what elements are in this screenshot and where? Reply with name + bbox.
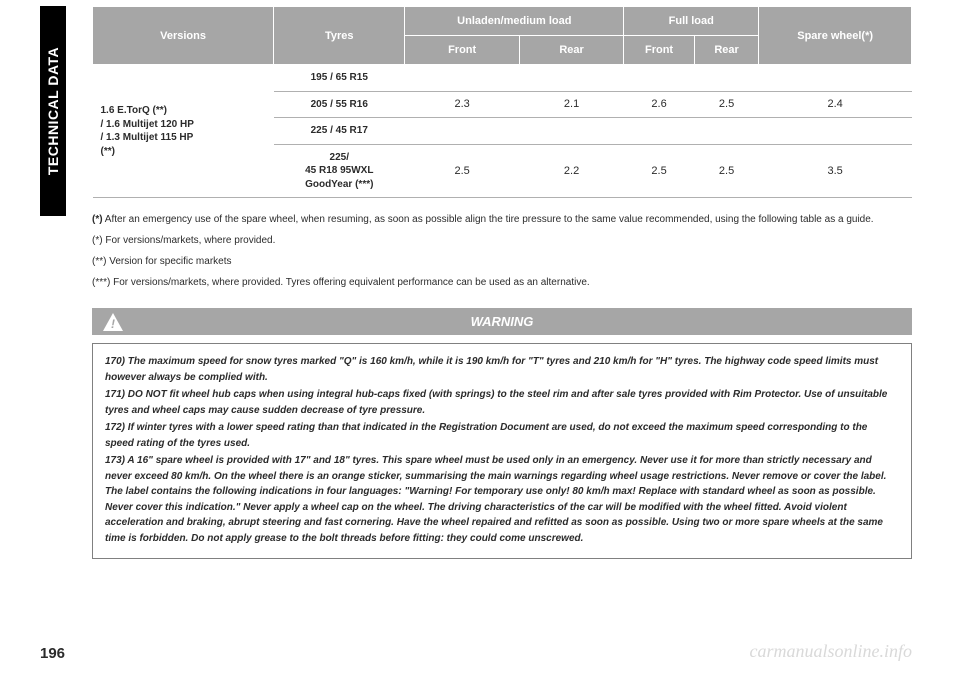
value-cell: 3.5 [759, 144, 912, 198]
value-cell: 2.6 [624, 91, 695, 118]
th-tyres: Tyres [274, 7, 405, 65]
tyre-cell: 225 / 45 R17 [274, 118, 405, 145]
page-content: Versions Tyres Unladen/medium load Full … [92, 6, 912, 559]
note-4: (***) For versions/markets, where provid… [92, 275, 912, 290]
th-full: Full load [624, 7, 759, 36]
table-row: 1.6 E.TorQ (**)/ 1.6 Multijet 120 HP/ 1.… [93, 65, 912, 92]
value-cell [519, 118, 623, 145]
value-cell [694, 118, 758, 145]
value-cell [519, 65, 623, 92]
th-versions: Versions [93, 7, 274, 65]
value-cell: 2.5 [405, 144, 519, 198]
value-cell [694, 65, 758, 92]
note-1: (*) After an emergency use of the spare … [92, 212, 912, 227]
th-full-front: Front [624, 36, 695, 65]
value-cell [624, 118, 695, 145]
page-number: 196 [40, 645, 65, 662]
warning-body: 170) The maximum speed for snow tyres ma… [92, 343, 912, 559]
side-tab: TECHNICAL DATA [40, 6, 66, 216]
value-cell: 2.5 [694, 144, 758, 198]
value-cell [405, 65, 519, 92]
tyre-cell: 225/45 R18 95WXLGoodYear (***) [274, 144, 405, 198]
value-cell: 2.4 [759, 91, 912, 118]
warning-title: WARNING [471, 314, 534, 329]
note-2: (*) For versions/markets, where provided… [92, 233, 912, 248]
warning-p4: 173) A 16" spare wheel is provided with … [105, 453, 899, 546]
version-cell: 1.6 E.TorQ (**)/ 1.6 Multijet 120 HP/ 1.… [93, 65, 274, 198]
value-cell: 2.1 [519, 91, 623, 118]
svg-text:!: ! [111, 317, 115, 331]
value-cell [405, 118, 519, 145]
th-unladen-rear: Rear [519, 36, 623, 65]
value-cell [759, 65, 912, 92]
note-3: (**) Version for specific markets [92, 254, 912, 269]
warning-p2: 171) DO NOT fit wheel hub caps when usin… [105, 387, 899, 418]
value-cell [759, 118, 912, 145]
value-cell: 2.3 [405, 91, 519, 118]
tyre-cell: 205 / 55 R16 [274, 91, 405, 118]
side-tab-label: TECHNICAL DATA [45, 47, 61, 175]
value-cell: 2.5 [694, 91, 758, 118]
warning-title-bar: ! WARNING [92, 308, 912, 335]
warning-p1: 170) The maximum speed for snow tyres ma… [105, 354, 899, 385]
tyre-cell: 195 / 65 R15 [274, 65, 405, 92]
warning-p3: 172) If winter tyres with a lower speed … [105, 420, 899, 451]
value-cell: 2.5 [624, 144, 695, 198]
th-full-rear: Rear [694, 36, 758, 65]
watermark: carmanualsonline.info [750, 641, 913, 662]
tyre-pressure-table: Versions Tyres Unladen/medium load Full … [92, 6, 912, 198]
value-cell [624, 65, 695, 92]
table-body: 1.6 E.TorQ (**)/ 1.6 Multijet 120 HP/ 1.… [93, 65, 912, 198]
th-unladen: Unladen/medium load [405, 7, 624, 36]
th-unladen-front: Front [405, 36, 519, 65]
warning-icon: ! [102, 312, 124, 332]
value-cell: 2.2 [519, 144, 623, 198]
notes-block: (*) After an emergency use of the spare … [92, 212, 912, 290]
th-spare: Spare wheel(*) [759, 7, 912, 65]
